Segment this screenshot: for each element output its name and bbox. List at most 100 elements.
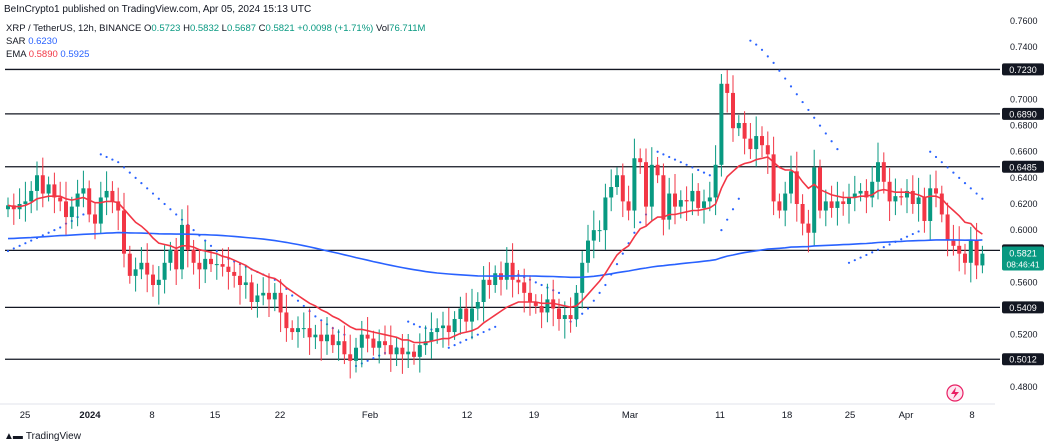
x-tick-label: 19 bbox=[529, 410, 540, 421]
sar-dot bbox=[981, 197, 984, 200]
sar-dot bbox=[105, 155, 108, 159]
publisher-credit: BeInCrypto1 published on TradingView.com… bbox=[4, 4, 312, 15]
sar-dot bbox=[929, 150, 932, 153]
candle-body bbox=[736, 122, 741, 129]
sar-dot bbox=[407, 320, 410, 323]
candle-body bbox=[336, 341, 341, 346]
candle-body bbox=[760, 136, 764, 146]
candle-body bbox=[6, 205, 10, 210]
x-tick-label: Feb bbox=[362, 410, 378, 421]
sar-dot bbox=[99, 153, 102, 156]
chart-legend: XRP / TetherUS, 12h, BINANCE O0.5723 H0.… bbox=[6, 22, 425, 61]
x-tick-label: 2024 bbox=[79, 410, 101, 421]
footer: ▲▬ TradingView bbox=[4, 431, 81, 442]
sar-dot bbox=[621, 252, 624, 255]
tradingview-logo-icon[interactable]: ▲▬ bbox=[4, 431, 23, 442]
candle-body bbox=[800, 204, 805, 224]
candle-body bbox=[562, 315, 567, 319]
candle-body bbox=[52, 184, 57, 198]
candle-body bbox=[307, 328, 312, 338]
candle-body bbox=[145, 262, 150, 275]
sar-dot bbox=[691, 166, 694, 169]
sar-dot bbox=[476, 333, 479, 336]
candle-body bbox=[655, 164, 660, 176]
candle-body bbox=[301, 328, 306, 330]
sar-dot bbox=[865, 253, 868, 257]
candle-body bbox=[934, 188, 938, 194]
candle-body bbox=[319, 334, 324, 342]
candle-body bbox=[533, 302, 538, 306]
candle-body bbox=[667, 193, 672, 220]
candle-body bbox=[974, 240, 979, 266]
candle-body bbox=[278, 292, 283, 313]
candle-body bbox=[255, 295, 260, 302]
candle-body bbox=[383, 341, 387, 346]
sar-dot bbox=[459, 341, 462, 344]
sar-dot bbox=[900, 238, 903, 241]
sar-dot bbox=[702, 171, 706, 174]
sar-dot bbox=[888, 243, 891, 246]
close-value: 0.5821 bbox=[265, 23, 295, 34]
candle-body bbox=[139, 262, 144, 270]
sar-dot bbox=[117, 161, 120, 164]
candle-body bbox=[638, 158, 643, 163]
sar-dot bbox=[673, 158, 677, 161]
candle-body bbox=[510, 262, 515, 280]
last-price-label: 0.5821 bbox=[1009, 249, 1037, 259]
sar-dot bbox=[465, 338, 468, 341]
candle-body bbox=[104, 190, 109, 198]
candle-body bbox=[261, 292, 266, 296]
sar-dot bbox=[291, 294, 294, 297]
candle-body bbox=[905, 190, 909, 198]
candle-body bbox=[348, 354, 353, 361]
ema-slow-line bbox=[7, 231, 983, 279]
candle-body bbox=[673, 193, 677, 207]
sar-dot bbox=[134, 176, 137, 179]
candle-body bbox=[957, 245, 962, 254]
sar-dot bbox=[615, 263, 619, 266]
price-axis[interactable]: 0.4800 0.5200 0.5600 0.6000 0.6200 0.6400 0.66… bbox=[1010, 16, 1038, 392]
level-tag-label: 0.6485 bbox=[1009, 162, 1037, 172]
sar-dot bbox=[668, 155, 671, 159]
sar-dot bbox=[824, 132, 827, 135]
x-tick-label: Apr bbox=[899, 410, 914, 421]
candle-body bbox=[539, 305, 544, 313]
sar-dot bbox=[760, 48, 764, 51]
candle-body bbox=[829, 201, 834, 208]
candle-body bbox=[945, 214, 950, 241]
candle-body bbox=[87, 188, 92, 215]
candle-body bbox=[325, 334, 329, 342]
candle-body bbox=[812, 167, 817, 233]
candle-body bbox=[64, 201, 68, 218]
sar-dot bbox=[871, 251, 874, 254]
candle-body bbox=[272, 292, 277, 300]
sar-dot bbox=[737, 197, 740, 200]
y-tick-label: 0.6400 bbox=[1010, 173, 1038, 183]
candle-body bbox=[359, 334, 364, 348]
candle-body bbox=[93, 214, 97, 224]
candle-body bbox=[475, 302, 480, 309]
lightning-icon[interactable] bbox=[946, 384, 964, 402]
candle-body bbox=[707, 197, 712, 202]
sar-dot bbox=[876, 248, 880, 251]
legend-sar-row[interactable]: SAR 0.6230 bbox=[6, 35, 425, 48]
level-tag-label: 0.7230 bbox=[1009, 65, 1037, 75]
time-axis[interactable]: 25 2024 8 15 22 Feb 12 19 Mar 11 18 25 Apr 8 bbox=[0, 403, 995, 421]
candle-body bbox=[586, 240, 590, 263]
candle-body bbox=[168, 249, 173, 263]
sar-dot bbox=[59, 226, 62, 229]
sar-dot bbox=[447, 346, 450, 349]
sar-dot bbox=[934, 155, 938, 159]
symbol-label[interactable]: XRP / TetherUS, 12h, BINANCE bbox=[6, 23, 142, 34]
candle-body bbox=[116, 201, 121, 211]
sar-dot bbox=[151, 192, 155, 195]
candle-body bbox=[35, 175, 39, 191]
candle-body bbox=[661, 175, 666, 220]
sar-dot bbox=[662, 153, 665, 156]
sar-dot bbox=[656, 150, 659, 153]
y-tick-label: 0.7600 bbox=[1010, 16, 1038, 26]
candle-body bbox=[354, 347, 358, 361]
legend-ema-row[interactable]: EMA 0.5890 0.5925 bbox=[6, 48, 425, 61]
